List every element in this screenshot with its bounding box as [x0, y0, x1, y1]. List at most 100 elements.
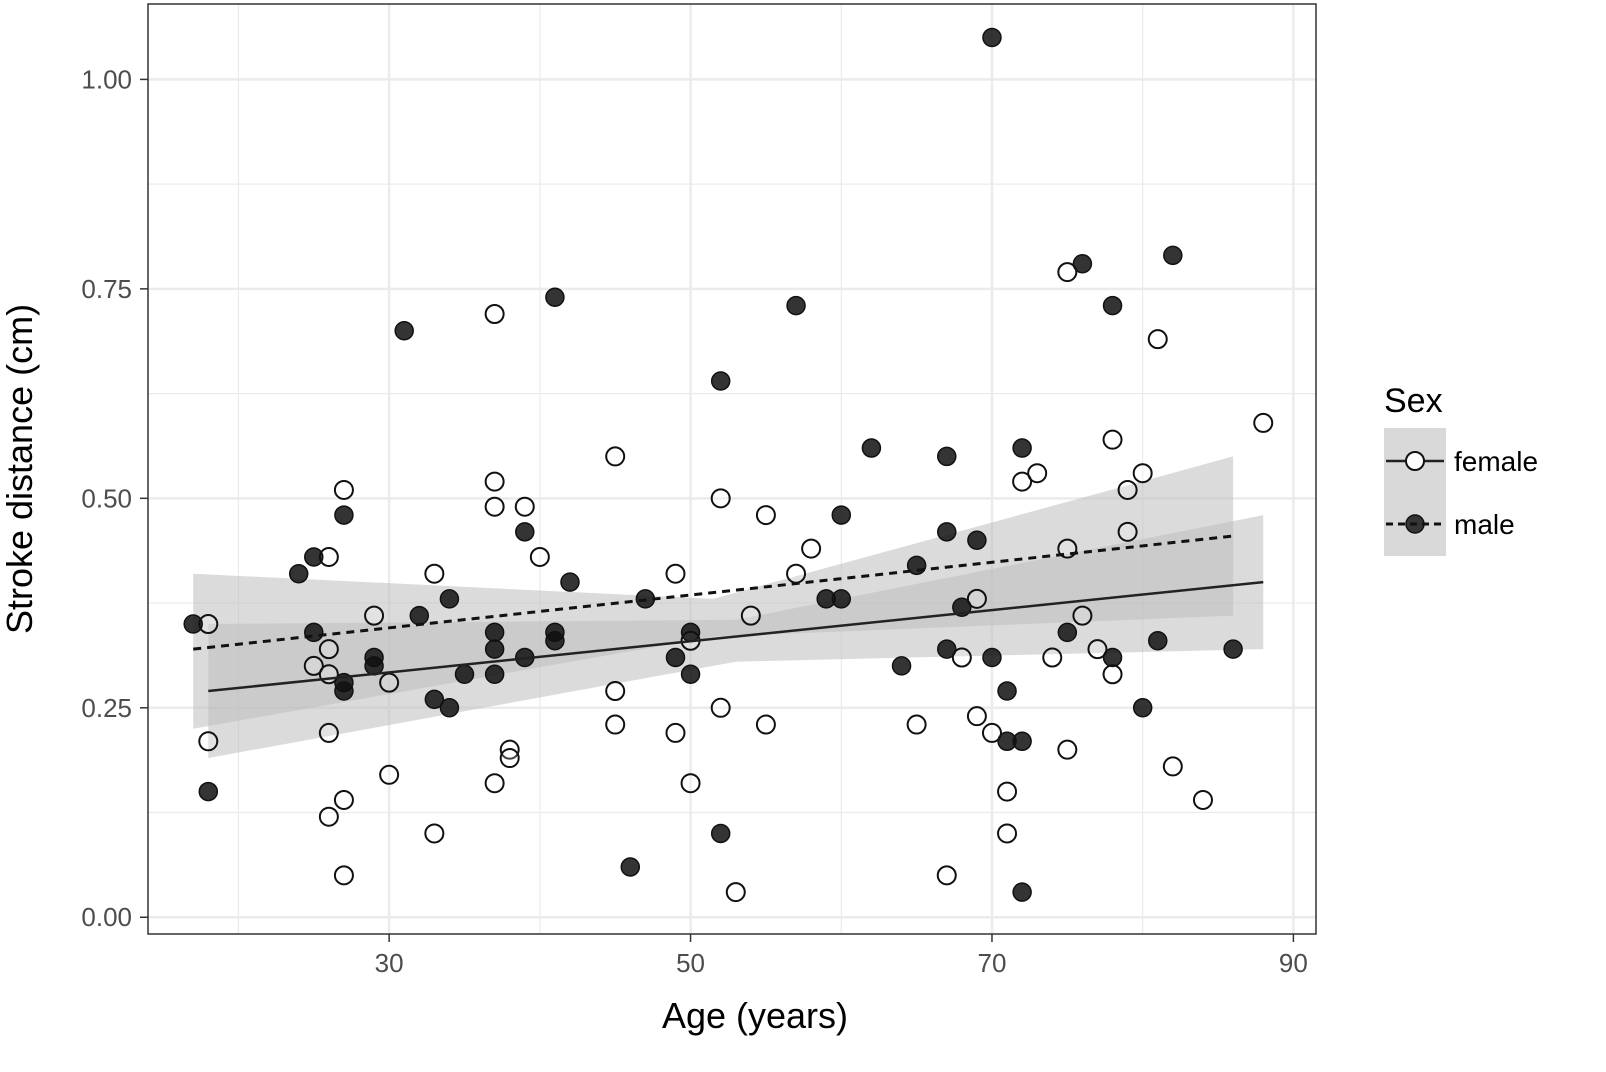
legend-item-male[interactable]: male: [1386, 509, 1515, 540]
point-male: [1012, 882, 1032, 902]
point-male: [937, 522, 957, 542]
x-tick-label: 50: [676, 948, 705, 978]
point-female: [1042, 647, 1063, 668]
ribbon-male: [193, 456, 1234, 729]
y-tick-label: 1.00: [81, 64, 132, 94]
point-male: [439, 698, 460, 718]
fit-line-female: [208, 580, 1264, 693]
point-female: [333, 789, 354, 810]
point-female: [1253, 412, 1274, 433]
point-female: [936, 865, 957, 886]
point-female: [605, 714, 626, 735]
point-male: [997, 681, 1017, 701]
point-male: [710, 371, 731, 391]
legend-keys-background: [1384, 428, 1446, 556]
point-female: [1117, 521, 1138, 542]
point-female: [529, 546, 550, 567]
x-tick-label: 90: [1279, 948, 1308, 978]
point-female: [1162, 756, 1183, 777]
legend-item-female[interactable]: female: [1386, 446, 1538, 477]
point-male: [982, 27, 1002, 48]
point-female: [801, 538, 822, 559]
point-female: [484, 773, 505, 794]
point-male: [198, 781, 219, 802]
point-male: [1057, 622, 1078, 643]
point-female: [665, 722, 686, 743]
point-female: [1057, 262, 1078, 283]
point-male: [334, 505, 354, 525]
y-tick-label: 0.00: [81, 902, 132, 932]
point-female: [318, 639, 339, 660]
legend-label-male: male: [1454, 509, 1515, 540]
point-female: [981, 722, 1002, 743]
fit-lines: [193, 534, 1264, 693]
point-female: [379, 764, 400, 785]
point-male: [1132, 698, 1153, 718]
y-tick-label: 0.25: [81, 693, 132, 723]
point-male: [454, 664, 475, 685]
point-male: [288, 563, 309, 584]
point-female: [966, 706, 987, 727]
point-female: [710, 488, 731, 509]
point-male: [831, 589, 852, 609]
point-male: [1072, 253, 1093, 274]
point-female: [303, 655, 324, 676]
legend-male-marker: [1405, 514, 1425, 534]
point-female: [318, 806, 339, 827]
point-female: [997, 823, 1018, 844]
point-female: [605, 681, 626, 702]
point-female: [906, 714, 927, 735]
point-female: [605, 446, 626, 467]
legend-female-marker: [1405, 451, 1425, 471]
point-female: [364, 605, 385, 626]
x-tick-label: 30: [375, 948, 404, 978]
point-female: [680, 773, 701, 794]
legend-label-female: female: [1454, 446, 1538, 477]
point-male: [304, 622, 324, 643]
point-female: [499, 748, 520, 769]
point-male: [304, 547, 324, 567]
x-tick-label: 70: [978, 948, 1007, 978]
point-female: [1117, 479, 1138, 500]
point-female: [424, 823, 445, 844]
point-female: [484, 471, 505, 492]
point-female: [1192, 789, 1213, 810]
point-male: [1012, 731, 1032, 752]
point-female: [514, 496, 535, 517]
point-female: [484, 304, 505, 324]
point-male: [394, 321, 414, 341]
data-points: [183, 27, 1274, 903]
point-female: [786, 563, 807, 584]
point-female: [966, 588, 987, 609]
legend-title: Sex: [1384, 382, 1443, 420]
point-male: [937, 639, 957, 659]
point-female: [1147, 329, 1168, 350]
point-female: [333, 865, 354, 886]
point-male: [620, 857, 641, 877]
point-female: [379, 672, 400, 693]
point-male: [1148, 631, 1168, 651]
x-tick-labels: 30 50 70 90: [375, 948, 1308, 978]
point-male: [515, 522, 535, 542]
y-axis-title: Stroke distance (cm): [0, 304, 40, 634]
point-male: [831, 505, 852, 525]
point-male: [1102, 647, 1123, 668]
x-axis-title: Age (years): [662, 995, 848, 1036]
y-tick-labels: 0.00 0.25 0.50 0.75 1.00: [81, 64, 132, 932]
point-male: [786, 295, 806, 316]
point-male: [545, 287, 565, 307]
point-male: [937, 446, 957, 467]
point-female: [725, 882, 746, 903]
y-tick-label: 0.75: [81, 274, 132, 304]
point-male: [1012, 438, 1032, 458]
point-female: [198, 731, 219, 752]
point-female: [1012, 471, 1033, 492]
point-female: [755, 714, 776, 735]
point-female: [1132, 463, 1153, 484]
point-male: [1102, 295, 1123, 316]
legend: Sex female male: [1384, 382, 1538, 556]
point-male: [439, 589, 460, 609]
